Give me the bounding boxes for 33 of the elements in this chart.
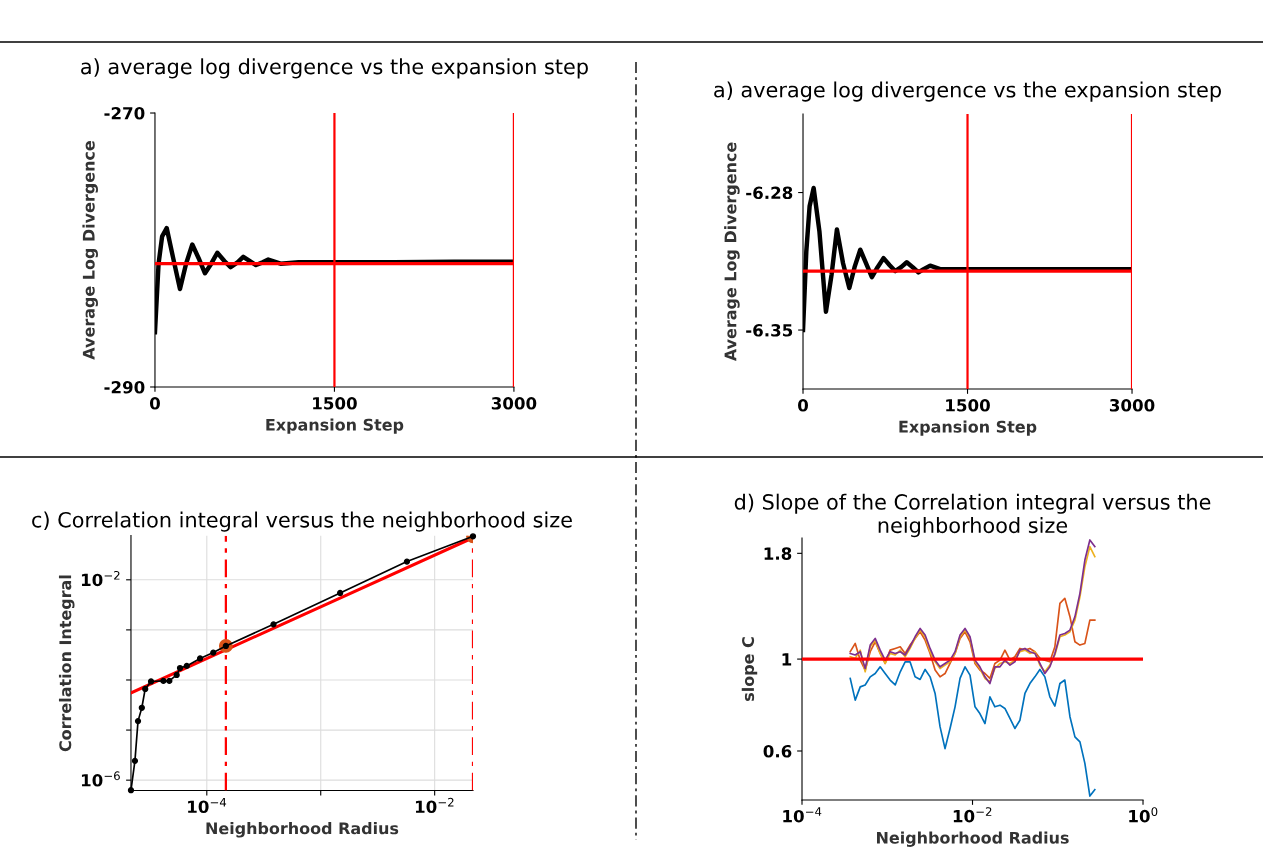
x-axis-title: Expansion Step: [266, 418, 404, 434]
y-tick-label: -270: [104, 106, 145, 120]
x-tick-label: 1500: [313, 397, 357, 410]
line-series: [849, 660, 1096, 797]
x-tick-label: 10$^{−2}$: [953, 807, 992, 823]
line-series: [849, 597, 1096, 680]
x-tick-label: 10$^{−4}$: [783, 807, 822, 823]
x-axis-title: Neighborhood Radius: [877, 831, 1069, 847]
y-axis-title: Average Log Divergence: [82, 141, 98, 360]
y-tick-label: 0.6: [763, 744, 792, 758]
chart-title: c) Correlation integral versus the neighborhood size: [32, 511, 572, 532]
y-tick-label: 1.8: [764, 547, 792, 560]
x-tick-label: 10$^{−2}$: [415, 797, 454, 814]
x-tick-label: 10$^{−4}$: [188, 797, 227, 814]
y-tick-label: 10$^{−6}$: [81, 771, 120, 787]
x-tick-label: 10$^{0}$: [1129, 807, 1158, 823]
x-axis-title: Expansion Step: [899, 420, 1037, 436]
y-axis-title: Correlation Integral: [58, 575, 75, 752]
x-tick-label: 0: [149, 397, 160, 410]
x-tick-label: 3000: [1109, 398, 1155, 412]
x-tick-label: 0: [798, 398, 809, 412]
x-axis-title: Neighborhood Radius: [206, 821, 399, 838]
x-tick-label: 1500: [946, 398, 990, 412]
x-tick-label: 3000: [491, 397, 537, 410]
y-tick-label: -6.35: [746, 324, 793, 337]
chart-title: d) Slope of the Correlation integral versus the neighborhood size: [734, 493, 1211, 538]
y-axis-title: slope C: [741, 637, 758, 701]
y-tick-label: -290: [104, 380, 145, 394]
y-axis-title: Average Log Divergence: [724, 142, 740, 362]
chart-title: a) average log divergence vs the expansion step: [81, 58, 588, 79]
y-tick-label: 1: [782, 653, 792, 666]
y-tick-label: -6.28: [746, 186, 793, 200]
chart-title: a) average log divergence vs the expansion step: [714, 81, 1221, 102]
